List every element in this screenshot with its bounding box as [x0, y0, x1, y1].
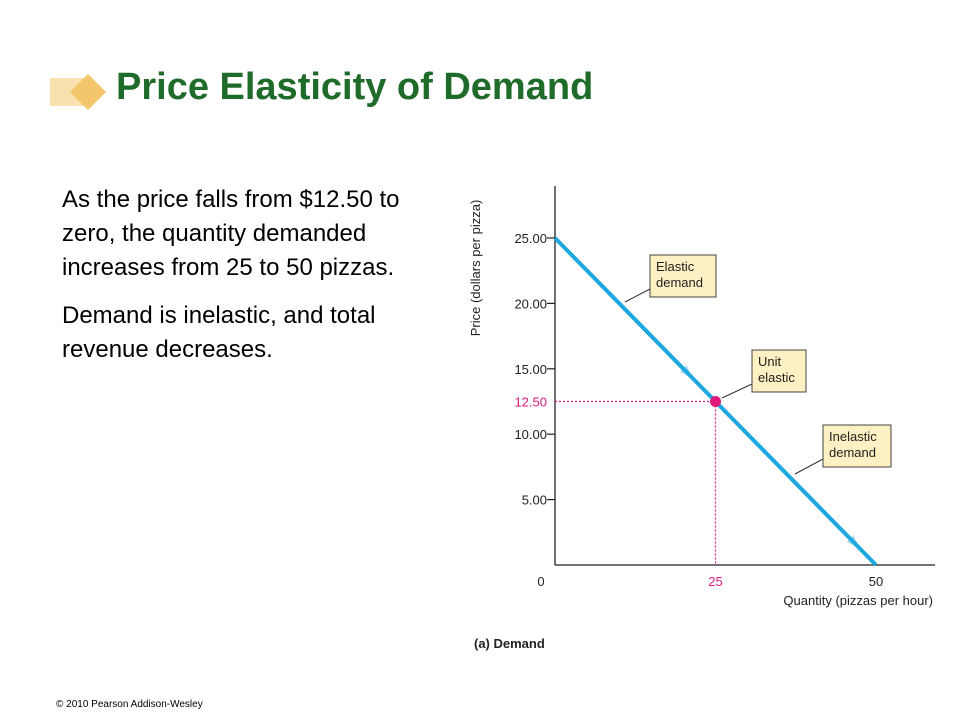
body-paragraph: Demand is inelastic, and total revenue d…: [62, 302, 376, 363]
y-axis-title: Price (dollars per pizza): [468, 200, 483, 337]
x-axis-title: Quantity (pizzas per hour): [783, 593, 933, 608]
slide-body: As the price falls from $12.50 to zero, …: [62, 183, 422, 381]
callout-label: demand: [829, 445, 876, 460]
y-tick-label: 12.50: [514, 395, 547, 410]
title-diamond-icon: [50, 74, 106, 110]
y-tick-label: 20.00: [514, 296, 547, 311]
callout-box: [751, 349, 807, 393]
callout-label: elastic: [758, 370, 795, 385]
callout-box: [822, 424, 892, 468]
callout-label: demand: [656, 275, 703, 290]
y-tick-label: 15.00: [514, 362, 547, 377]
demand-chart: 5.00 10.00 12.50 15.00 20.00 25.00 0 25 50 Price …: [468, 186, 935, 651]
chart-caption: (a) Demand: [474, 636, 545, 651]
x-tick-label: 25: [708, 574, 722, 589]
callout-leader: [721, 383, 753, 399]
callout-label: Inelastic: [829, 429, 877, 444]
x-origin-label: 0: [537, 574, 544, 589]
x-tick-label: 50: [869, 574, 883, 589]
callout-label: Unit: [758, 354, 782, 369]
y-tick-label: 5.00: [522, 493, 547, 508]
callout-leader: [794, 458, 824, 475]
callout-leader: [624, 288, 651, 303]
unit-elastic-point: [710, 396, 721, 407]
copyright-footer: © 2010 Pearson Addison-Wesley: [56, 699, 203, 710]
body-paragraph: As the price falls from $12.50 to zero, …: [62, 186, 400, 281]
y-tick-label: 10.00: [514, 427, 547, 442]
callout-label: Elastic: [656, 259, 695, 274]
y-tick-label: 25.00: [514, 231, 547, 246]
page-title: Price Elasticity of Demand: [116, 66, 594, 108]
callout-box: [649, 254, 717, 298]
